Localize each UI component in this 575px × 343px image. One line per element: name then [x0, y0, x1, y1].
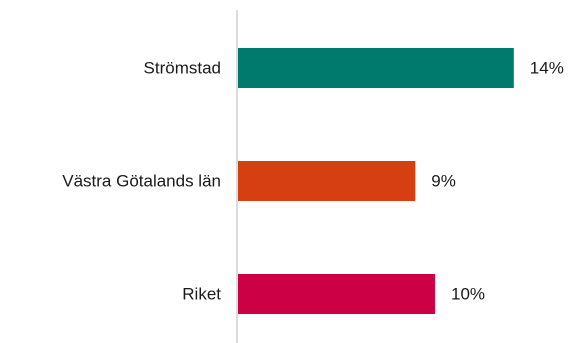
value-label-1: 14%: [530, 59, 564, 78]
category-label-1: Strömstad: [144, 59, 221, 78]
value-label-2: 9%: [431, 172, 456, 191]
labels-layer: Strömstad 14% Västra Götalands län 9% Riket 1…: [62, 59, 564, 304]
category-label-3: Riket: [182, 285, 221, 304]
bar-3: [238, 274, 435, 314]
category-label-2: Västra Götalands län: [62, 172, 221, 191]
bar-1: [238, 48, 514, 88]
bars-layer: [238, 48, 514, 314]
value-label-3: 10%: [451, 285, 485, 304]
bar-2: [238, 161, 416, 201]
